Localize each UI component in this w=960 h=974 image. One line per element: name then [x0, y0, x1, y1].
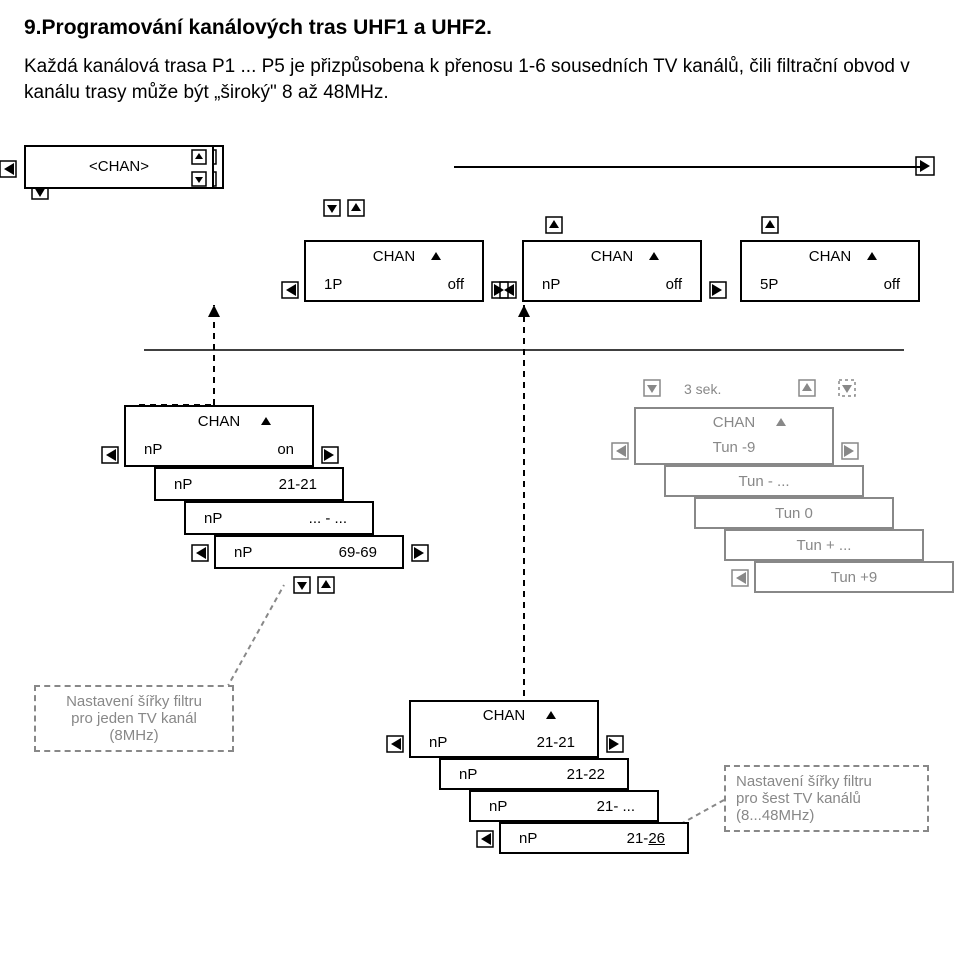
- row2-b3-right: off: [884, 276, 900, 293]
- chan-box: <CHAN>: [24, 145, 214, 189]
- right-stack-r2: Tun - ...: [664, 465, 864, 497]
- right-3sek: 3 sek.: [684, 381, 721, 397]
- ls-r2l: nP: [174, 476, 192, 493]
- chan-label: <CHAN>: [26, 158, 212, 175]
- rs-r5: Tun +9: [756, 569, 952, 586]
- rs-r3: Tun 0: [696, 505, 892, 522]
- right-chevron-icon: [916, 157, 960, 307]
- intro-text: Každá kanálová trasa P1 ... P5 je přizpů…: [24, 54, 936, 105]
- page-title: 9.Programování kanálových tras UHF1 a UH…: [24, 16, 936, 40]
- bs-r1r: 21-21: [537, 734, 575, 751]
- bs-r4l: nP: [519, 830, 537, 847]
- right-stack-r3: Tun 0: [694, 497, 894, 529]
- row2-title: CHAN: [306, 248, 482, 265]
- row2-b2-right: off: [666, 276, 682, 293]
- row2-b1-right: off: [448, 276, 464, 293]
- rs-title: CHAN: [636, 414, 832, 431]
- row2-b3-left: 5P: [760, 276, 778, 293]
- ls-r3r: ... - ...: [309, 510, 347, 527]
- rs-r4: Tun + ...: [726, 537, 922, 554]
- right-stack-r1: CHAN Tun -9: [634, 407, 834, 465]
- ls-r4l: nP: [234, 544, 252, 561]
- rs-r2: Tun - ...: [666, 473, 862, 490]
- row2-box-3: CHAN 5P off: [740, 240, 920, 302]
- note-left-l2: pro jeden TV kanál: [46, 710, 222, 727]
- row2-box-1: CHAN 1P off: [304, 240, 484, 302]
- bs-r2r: 21-22: [567, 766, 605, 783]
- note-right: Nastavení šířky filtru pro šest TV kanál…: [724, 765, 929, 832]
- bs-r3l: nP: [489, 798, 507, 815]
- ls-r2r: 21-21: [279, 476, 317, 493]
- bottom-stack-r2: nP 21-22: [439, 758, 629, 790]
- left-stack-r2: nP 21-21: [154, 467, 344, 501]
- left-stack-r3: nP ... - ...: [184, 501, 374, 535]
- row2-title2: CHAN: [524, 248, 700, 265]
- note-right-l2: pro šest TV kanálů: [736, 790, 917, 807]
- bs-r1l: nP: [429, 734, 447, 751]
- note-left: Nastavení šířky filtru pro jeden TV kaná…: [34, 685, 234, 752]
- ls-r1l: nP: [144, 441, 162, 458]
- bottom-stack-r4: nP 21-26: [499, 822, 689, 854]
- left-stack-title: CHAN: [126, 413, 312, 430]
- right-stack-r4: Tun + ...: [724, 529, 924, 561]
- rs-r1: Tun -9: [636, 439, 832, 456]
- bs-r2l: nP: [459, 766, 477, 783]
- row2-title3: CHAN: [742, 248, 918, 265]
- ls-r1r: on: [277, 441, 294, 458]
- row2-box-2: CHAN nP off: [522, 240, 702, 302]
- ls-r4r: 69-69: [339, 544, 377, 561]
- bs-r4r: 21-26: [627, 830, 665, 847]
- left-stack-r4: nP 69-69: [214, 535, 404, 569]
- bs-title: CHAN: [411, 707, 597, 724]
- bs-r3r: 21- ...: [597, 798, 635, 815]
- bottom-stack-r1: CHAN nP 21-21: [409, 700, 599, 758]
- note-left-l3: (8MHz): [46, 727, 222, 744]
- ls-r3l: nP: [204, 510, 222, 527]
- right-stack-r5: Tun +9: [754, 561, 954, 593]
- note-right-l1: Nastavení šířky filtru: [736, 773, 917, 790]
- diagram: <CONFIG> <CHAN>: [24, 145, 936, 885]
- note-left-l1: Nastavení šířky filtru: [46, 693, 222, 710]
- row2-b1-left: 1P: [324, 276, 342, 293]
- left-stack-r1: CHAN nP on: [124, 405, 314, 467]
- bottom-stack-r3: nP 21- ...: [469, 790, 659, 822]
- row2-b2-left: nP: [542, 276, 560, 293]
- note-right-l3: (8...48MHz): [736, 807, 917, 824]
